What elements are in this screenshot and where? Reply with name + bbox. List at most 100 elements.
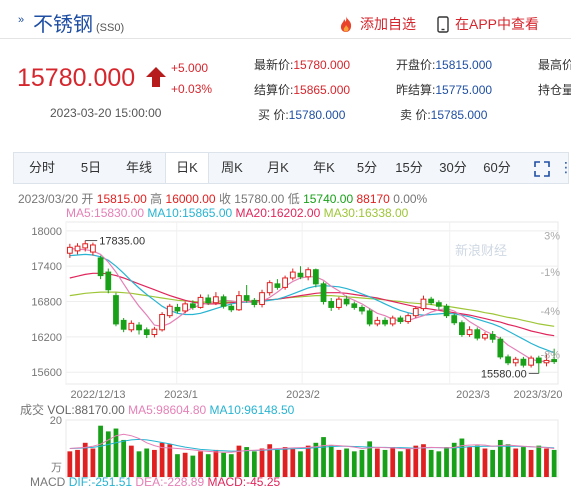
x-axis-labels: 2022/12/13 2023/1 2023/2 2023/3 2023/3/20 xyxy=(70,389,562,401)
volume-bar xyxy=(167,444,173,477)
tab-yearly-k[interactable]: 年K xyxy=(313,160,335,175)
tab-30min[interactable]: 30分 xyxy=(439,160,467,175)
ma10-label: MA10: xyxy=(147,206,183,220)
volume-bar xyxy=(113,428,119,477)
candle-body xyxy=(166,305,173,317)
tab-5day[interactable]: 5日 xyxy=(80,160,102,175)
candle-body xyxy=(128,322,135,331)
volume-bar xyxy=(328,445,334,477)
candle-body xyxy=(74,245,81,252)
volume-bar xyxy=(75,449,80,477)
candle-body xyxy=(66,246,73,254)
tab-yearline[interactable]: 年线 xyxy=(125,160,152,175)
tab-15min[interactable]: 15分 xyxy=(395,160,423,175)
high-annotation-label: 17835.00 xyxy=(99,236,145,248)
stat-value: 15780.000 xyxy=(293,58,351,72)
last-price: 15780.000 xyxy=(17,64,136,92)
stat-label: 卖 价: xyxy=(400,108,431,122)
tab-60min[interactable]: 60分 xyxy=(483,160,511,175)
tab-daily-k[interactable]: 日K xyxy=(165,153,209,183)
stat-open: 开盘价:15815.000 xyxy=(396,56,492,73)
candle-body xyxy=(243,295,250,301)
tab-monthly-k[interactable]: 月K xyxy=(267,160,289,175)
y-axis-ticks: 18000 17400 16800 16200 15600 xyxy=(31,226,62,379)
volume-bar xyxy=(98,425,103,477)
candle-body xyxy=(459,322,465,336)
volume-bar xyxy=(190,455,196,477)
more-options-icon[interactable]: ⋮ xyxy=(559,159,571,175)
ma30-line xyxy=(69,291,555,327)
candle-body xyxy=(397,317,404,323)
watermark: 新浪财经 xyxy=(455,243,507,258)
stat-value: 15780.000 xyxy=(288,108,346,122)
ohlc-volume: 88170 xyxy=(356,192,390,206)
tab-weekly-k[interactable]: 周K xyxy=(221,160,243,175)
stat-value: 15815.000 xyxy=(435,58,493,72)
candle-body xyxy=(228,305,235,311)
volume-bar xyxy=(528,449,534,477)
candle-body xyxy=(435,302,442,307)
volume-bar xyxy=(551,449,557,477)
candle-body xyxy=(120,319,127,330)
volume-bar xyxy=(244,447,250,477)
y-tick-label: 16800 xyxy=(31,297,62,309)
vol-ma5-value: 98604.80 xyxy=(156,403,207,417)
ohlc-open-label: 开 xyxy=(81,192,94,206)
x-axis-label: 2022/12/13 xyxy=(70,389,125,401)
volume-bar xyxy=(213,449,219,477)
stat-label: 结算价: xyxy=(254,83,294,97)
candle-body xyxy=(551,359,558,363)
stat-label: 昨结算: xyxy=(396,83,436,97)
add-watchlist-button[interactable]: 添加自选 xyxy=(338,14,416,34)
candle-body xyxy=(443,305,450,317)
candle-body xyxy=(359,306,365,312)
volume-bar xyxy=(259,448,265,477)
stat-ask: 卖 价:15785.000 xyxy=(400,106,487,123)
volume-bar xyxy=(305,445,311,477)
candle-body xyxy=(97,257,104,277)
volume-bar xyxy=(275,449,280,477)
candle-body xyxy=(474,329,481,339)
volume-bar xyxy=(121,439,127,477)
ohlc-low: 15740.00 xyxy=(303,192,354,206)
volume-bar xyxy=(474,445,480,477)
volume-bar xyxy=(198,451,203,477)
volume-bar xyxy=(382,449,388,477)
vol-value: 88170.00 xyxy=(74,403,125,417)
stat-value: 15785.000 xyxy=(430,108,488,122)
ohlc-high-label: 高 xyxy=(150,192,163,206)
volume-bar xyxy=(205,454,211,477)
y-tick-label: 16200 xyxy=(31,332,62,344)
fullscreen-icon[interactable] xyxy=(534,161,550,177)
macd-label: MACD xyxy=(30,475,66,489)
ma5-line xyxy=(69,247,555,363)
ma10-value: 15865.00 xyxy=(182,206,233,220)
volume-bar xyxy=(374,448,380,477)
volume-bar xyxy=(359,449,365,477)
candle-body xyxy=(389,317,396,325)
volume-bar xyxy=(105,431,111,477)
volume-bar xyxy=(336,449,342,477)
candle-body xyxy=(382,319,388,325)
tab-5min[interactable]: 5分 xyxy=(356,160,378,175)
volume-ma5-line xyxy=(69,433,555,453)
volume-bar xyxy=(282,447,288,477)
ma20-line xyxy=(69,272,555,337)
stat-label: 开盘价: xyxy=(396,58,436,72)
dif-value: -251.51 xyxy=(91,475,133,489)
view-in-app-button[interactable]: 在APP中查看 xyxy=(437,14,539,34)
candle-body xyxy=(259,292,265,305)
fire-icon xyxy=(340,16,352,32)
volume-bar xyxy=(251,451,257,477)
candle-body xyxy=(466,329,473,336)
candle-body xyxy=(182,303,189,312)
volume-bar xyxy=(544,448,549,477)
ma5-label: MA5: xyxy=(66,206,95,220)
volume-ma-lines xyxy=(69,433,555,453)
volume-bar xyxy=(82,442,88,477)
tab-intraday[interactable]: 分时 xyxy=(28,160,55,175)
candle-body xyxy=(305,269,312,278)
candle-body xyxy=(113,295,119,325)
candle-body xyxy=(505,356,511,364)
